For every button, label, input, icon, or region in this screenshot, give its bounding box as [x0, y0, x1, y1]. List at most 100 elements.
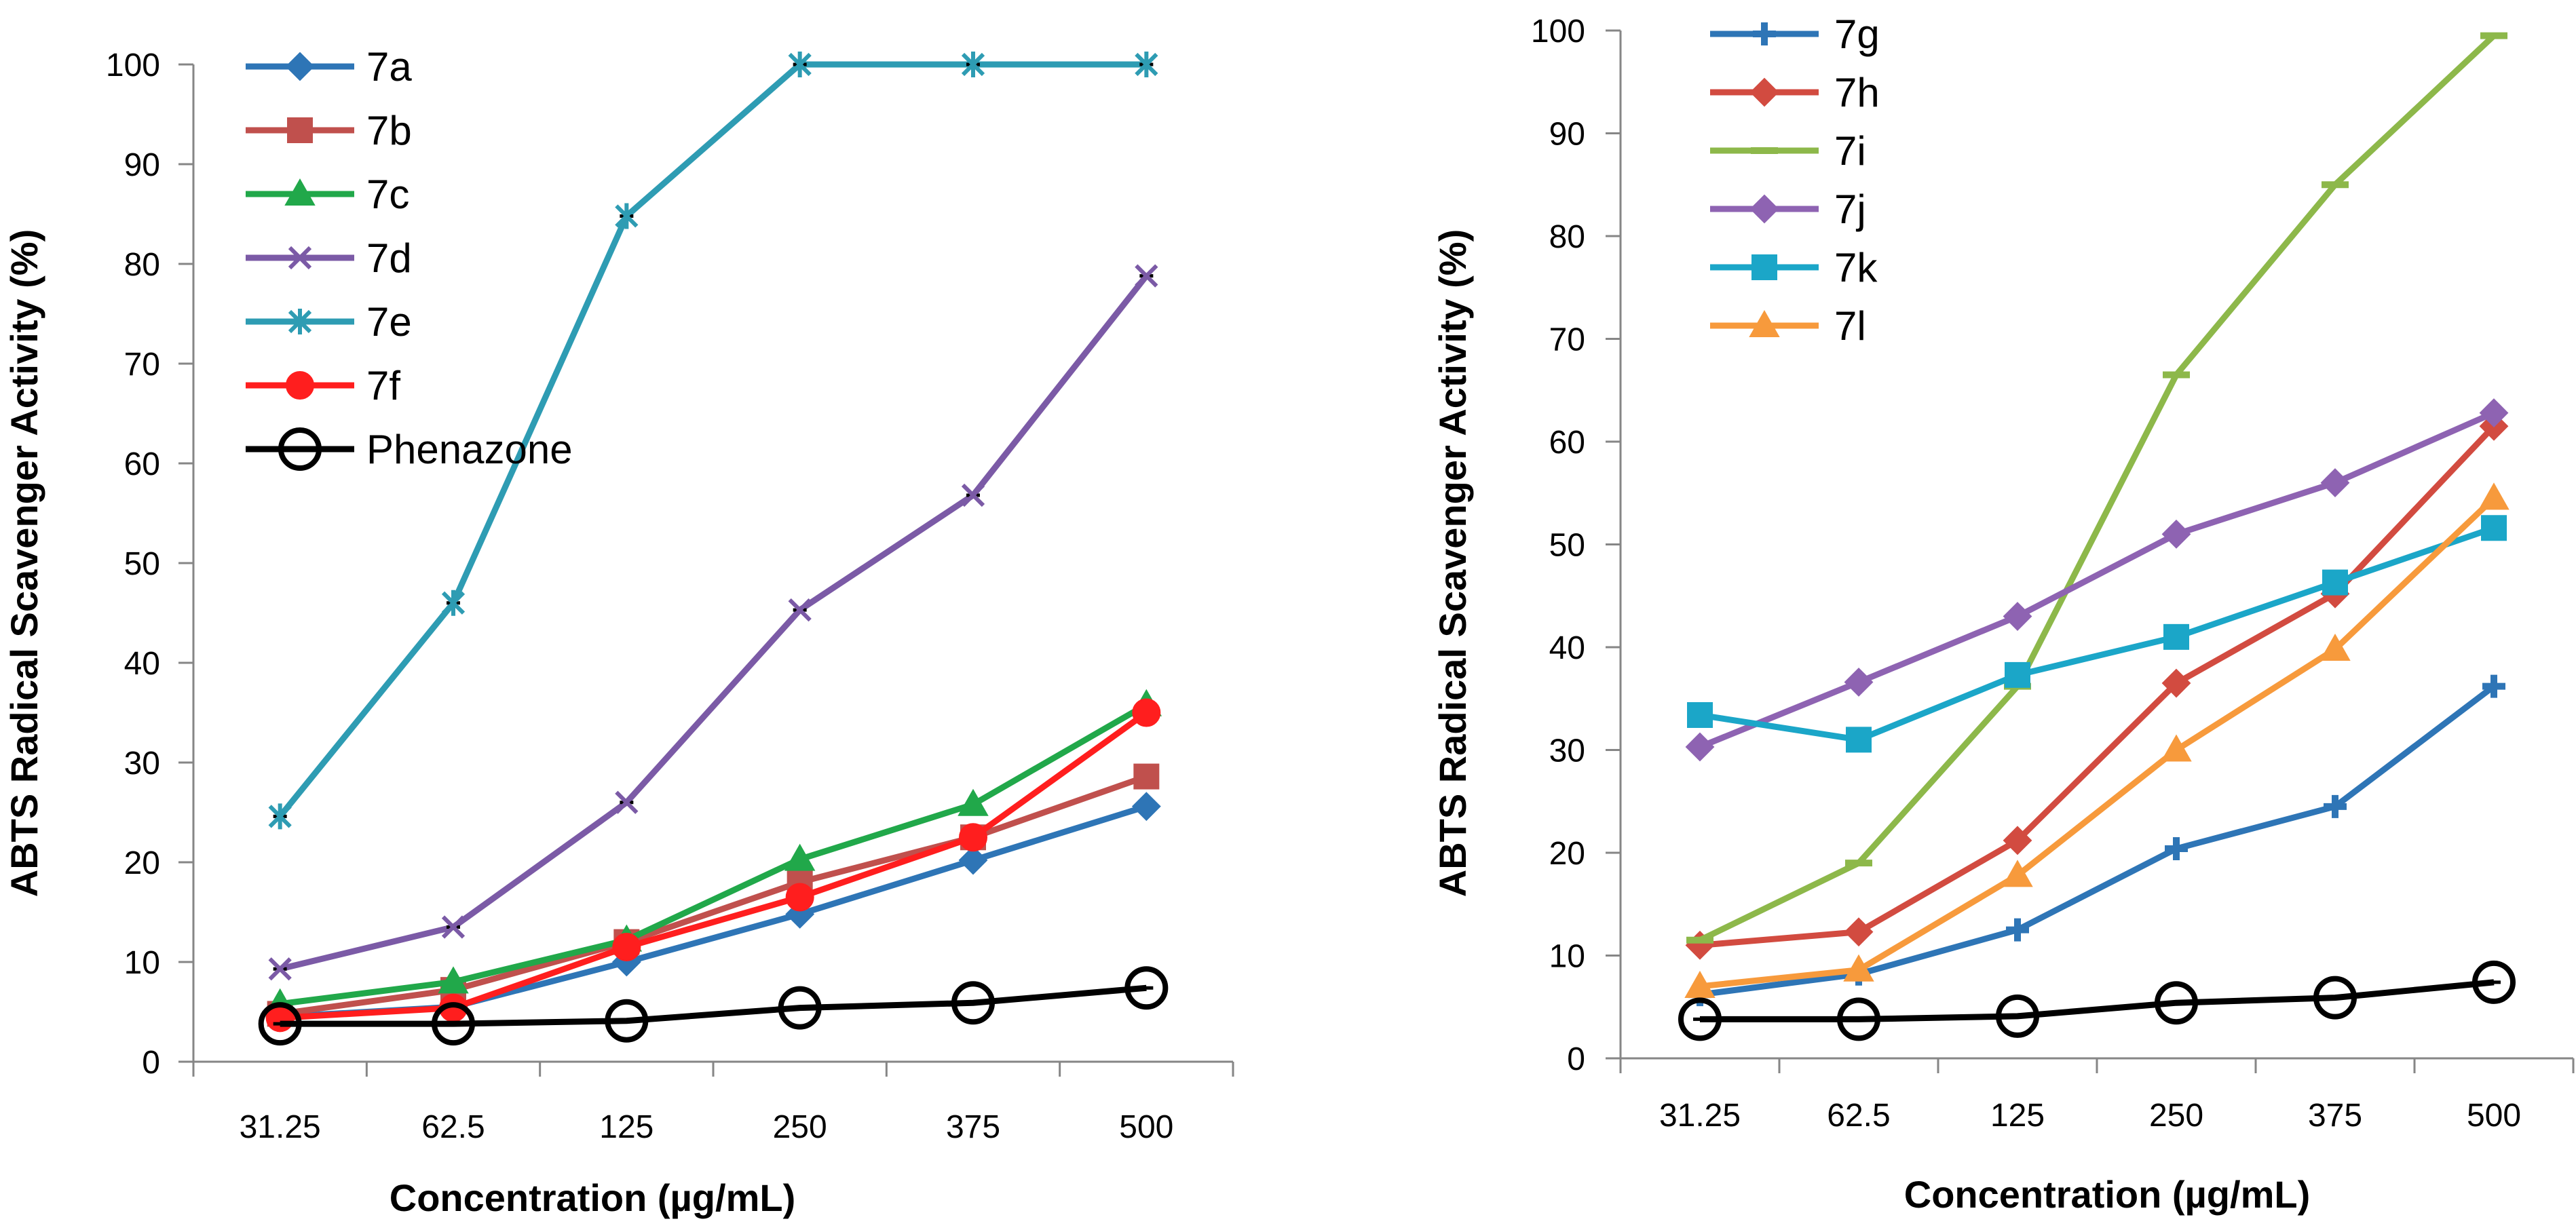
chart1-series-7a-point-4-shape	[958, 845, 988, 875]
chart2-legend-7j-swatch-marker-shape	[1749, 194, 1779, 224]
chart1-series-7f-point-4-shape	[959, 823, 987, 852]
chart1-y-tick-label-80: 80	[124, 247, 160, 283]
chart1-series-7c-line	[280, 701, 1148, 1007]
chart1-series-7d-line	[279, 273, 1149, 972]
chart1-series-7d-point-5-shape	[1135, 264, 1158, 288]
chart2-series-7j-point-3	[2161, 519, 2191, 549]
chart1-series-7c-point-1-shape	[438, 966, 469, 994]
chart1-series-7d-point-4-shape	[961, 483, 985, 507]
chart1-x-tick-label-500: 500	[1119, 1109, 1173, 1145]
chart2-series-phenazone	[1678, 960, 2516, 1041]
chart1-series-7e-point-1-shape	[441, 590, 466, 616]
chart2-series-7i-line	[1699, 33, 2497, 943]
chart1-series-phenazone-point-5-shape	[1124, 966, 1169, 1010]
chart2-series-7l-point-4-shape	[2319, 634, 2351, 661]
chart1-series-7b-line	[280, 773, 1148, 1017]
chart2-series-7j-point-5	[2479, 398, 2509, 427]
chart1-x-tick-label-62-5: 62.5	[421, 1109, 485, 1145]
chart1-series-phenazone	[258, 966, 1169, 1046]
chart1-legend-7a-label: 7a	[366, 44, 412, 90]
chart1-y-tick-label-0: 0	[142, 1045, 160, 1081]
chart1-y-tick-label-20: 20	[124, 845, 160, 881]
chart2-y-tick-label-60: 60	[1549, 425, 1585, 461]
chart2-series-7l-line	[1699, 496, 2497, 990]
chart2-series-7l-point-3	[2161, 734, 2192, 762]
chart2-y-tick-label-80: 80	[1549, 219, 1585, 255]
chart2-legend-7i-label: 7i	[1834, 128, 1866, 174]
chart1-legend-7e-swatch-marker-shape	[288, 309, 312, 334]
chart2-series-phenazone-point-4	[2313, 976, 2357, 1020]
chart2-legend-7h-swatch-marker-shape	[1749, 77, 1779, 107]
chart2-legend-7g-swatch-marker	[1753, 22, 1776, 45]
chart1-y-tick-label-30: 30	[124, 746, 160, 782]
chart1-y-tick-label-40: 40	[124, 646, 160, 682]
chart2-series-7l-point-5	[2478, 482, 2509, 510]
chart1-series-7e-line	[278, 61, 1147, 819]
chart1-series-7e-point-4	[961, 52, 985, 77]
chart1-legend-phenazone: Phenazone	[246, 427, 573, 472]
chart2-series-7h-point-2	[2003, 826, 2032, 855]
chart1-legend-7d-label: 7d	[366, 235, 412, 281]
chart1-x-axis-title: Concentration (µg/mL)	[390, 1176, 795, 1219]
chart1-legend-7b-swatch-marker	[287, 117, 313, 143]
chart2-series-7k-point-4	[2322, 569, 2348, 596]
chart1-x-tick-label-125: 125	[599, 1109, 654, 1145]
chart1-legend-7e-label: 7e	[366, 299, 412, 345]
chart1-series-7f-point-2-shape	[612, 932, 641, 961]
chart1-series-7f-line	[280, 710, 1148, 1021]
chart2-series-7h-point-3-shape	[2161, 668, 2191, 698]
chart2-y-tick-label-40: 40	[1549, 630, 1585, 666]
chart1-series-7c-point-3-shape	[784, 843, 816, 871]
chart1-series-7e-point-3	[788, 52, 812, 77]
chart1-series-7e-point-4-shape	[961, 52, 985, 77]
chart1-legend-7c-swatch-marker-shape	[284, 178, 316, 206]
chart1-x-tick-label-31-25: 31.25	[240, 1109, 321, 1145]
chart2-series-phenazone-point-2-shape	[1996, 994, 2039, 1038]
chart2-series-phenazone-point-5-shape	[2472, 960, 2516, 1004]
chart2-legend: 7g 7h 7i 7j 7k 7l	[1710, 12, 1880, 349]
chart2-series-7k-point-4-shape	[2322, 569, 2348, 596]
chart1-series-7c-point-4	[958, 788, 989, 816]
chart1-legend-7d-swatch-marker-shape	[288, 246, 312, 270]
chart1-legend-7b: 7b	[246, 108, 412, 153]
chart2-series-7j-point-5-shape	[2479, 398, 2509, 427]
chart1-legend-7d: 7d	[246, 235, 412, 281]
chart1-legend-7c-swatch-marker	[284, 178, 316, 206]
chart1-y-tick-label-50: 50	[124, 546, 160, 582]
chart2-series-7j-point-4	[2320, 468, 2350, 498]
chart2-series-7l-point-0	[1684, 970, 1716, 998]
chart1-series-phenazone-point-4-shape	[951, 981, 995, 1025]
chart2-series-7k-point-2	[2005, 661, 2030, 688]
chart2-series-7j-point-1	[1844, 668, 1874, 697]
chart2-x-tick-label-62-5: 62.5	[1827, 1098, 1890, 1134]
chart1-series-phenazone-point-3	[778, 986, 822, 1030]
chart2-legend-7j-swatch-marker	[1749, 194, 1779, 224]
chart1-legend: 7a 7b 7c 7d 7e 7f Phenazone	[246, 44, 573, 472]
chart2-legend-7g-swatch-marker-shape	[1753, 22, 1776, 45]
chart2-x-axis-title: Concentration (µg/mL)	[1904, 1173, 2310, 1216]
chart2-series-7l-point-4	[2319, 634, 2351, 661]
chart1-series-phenazone-point-1-shape	[432, 1002, 475, 1046]
chart2-legend-7h-swatch-marker	[1749, 77, 1779, 107]
chart2-series-7j-point-3-shape	[2161, 519, 2191, 549]
chart2-series-7h-point-2-shape	[2003, 826, 2032, 855]
chart1-series-7f-point-4	[959, 823, 987, 852]
chart2-series-7l-point-2-shape	[2002, 860, 2033, 887]
chart1-series-7e-point-2	[615, 203, 639, 229]
chart2-legend-7g-label: 7g	[1834, 12, 1880, 57]
chart1-legend-7a: 7a	[246, 44, 412, 90]
chart2-series-7g-point-4	[2324, 794, 2347, 818]
chart2-series-7j	[1685, 398, 2509, 762]
chart2-legend-7l-label: 7l	[1834, 303, 1866, 349]
chart2-series-7k-point-1-shape	[1846, 727, 1872, 753]
chart2-legend-7j: 7j	[1710, 187, 1866, 232]
chart2-y-axis-title: ABTS Radical Scavenger Activity (%)	[1431, 229, 1474, 897]
chart2-x-tick-label-375: 375	[2308, 1098, 2362, 1134]
chart2-x-tick-label-500: 500	[2467, 1098, 2521, 1134]
chart1-legend-7d-swatch-marker	[288, 246, 312, 270]
chart1-series-7f-point-2	[612, 932, 641, 961]
chart2-x-tick-label-125: 125	[1990, 1098, 2045, 1134]
chart2-series-7l-point-0-shape	[1684, 970, 1716, 998]
chart1-y-tick-label-60: 60	[124, 446, 160, 482]
